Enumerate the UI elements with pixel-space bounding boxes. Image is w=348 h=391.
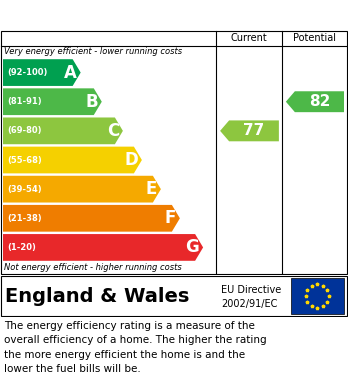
Polygon shape — [3, 88, 102, 115]
Text: (39-54): (39-54) — [7, 185, 42, 194]
Polygon shape — [3, 59, 81, 86]
Text: (69-80): (69-80) — [7, 126, 41, 135]
Text: A: A — [64, 64, 77, 82]
Text: Very energy efficient - lower running costs: Very energy efficient - lower running co… — [4, 47, 182, 57]
Polygon shape — [3, 117, 123, 144]
Polygon shape — [3, 234, 203, 261]
Bar — [291, 278, 344, 314]
Text: D: D — [124, 151, 138, 169]
Text: F: F — [165, 209, 176, 227]
Text: C: C — [106, 122, 119, 140]
Text: B: B — [85, 93, 98, 111]
Text: Potential: Potential — [293, 33, 337, 43]
Text: 82: 82 — [309, 94, 330, 109]
Text: G: G — [185, 239, 199, 256]
Polygon shape — [3, 176, 161, 203]
Polygon shape — [286, 91, 344, 112]
Text: Current: Current — [231, 33, 267, 43]
Text: England & Wales: England & Wales — [5, 287, 189, 305]
Text: The energy efficiency rating is a measure of the
overall efficiency of a home. T: The energy efficiency rating is a measur… — [4, 321, 267, 374]
Text: (1-20): (1-20) — [7, 243, 36, 252]
Text: Not energy efficient - higher running costs: Not energy efficient - higher running co… — [4, 264, 182, 273]
Polygon shape — [3, 205, 180, 231]
Polygon shape — [3, 147, 142, 173]
Text: 2002/91/EC: 2002/91/EC — [221, 299, 277, 308]
Text: (21-38): (21-38) — [7, 214, 42, 223]
Text: E: E — [145, 180, 157, 198]
Text: (81-91): (81-91) — [7, 97, 42, 106]
Text: Energy Efficiency Rating: Energy Efficiency Rating — [7, 6, 254, 24]
Text: EU Directive: EU Directive — [221, 285, 281, 295]
Text: (92-100): (92-100) — [7, 68, 47, 77]
Text: (55-68): (55-68) — [7, 156, 42, 165]
Text: 77: 77 — [243, 123, 264, 138]
Polygon shape — [220, 120, 279, 141]
